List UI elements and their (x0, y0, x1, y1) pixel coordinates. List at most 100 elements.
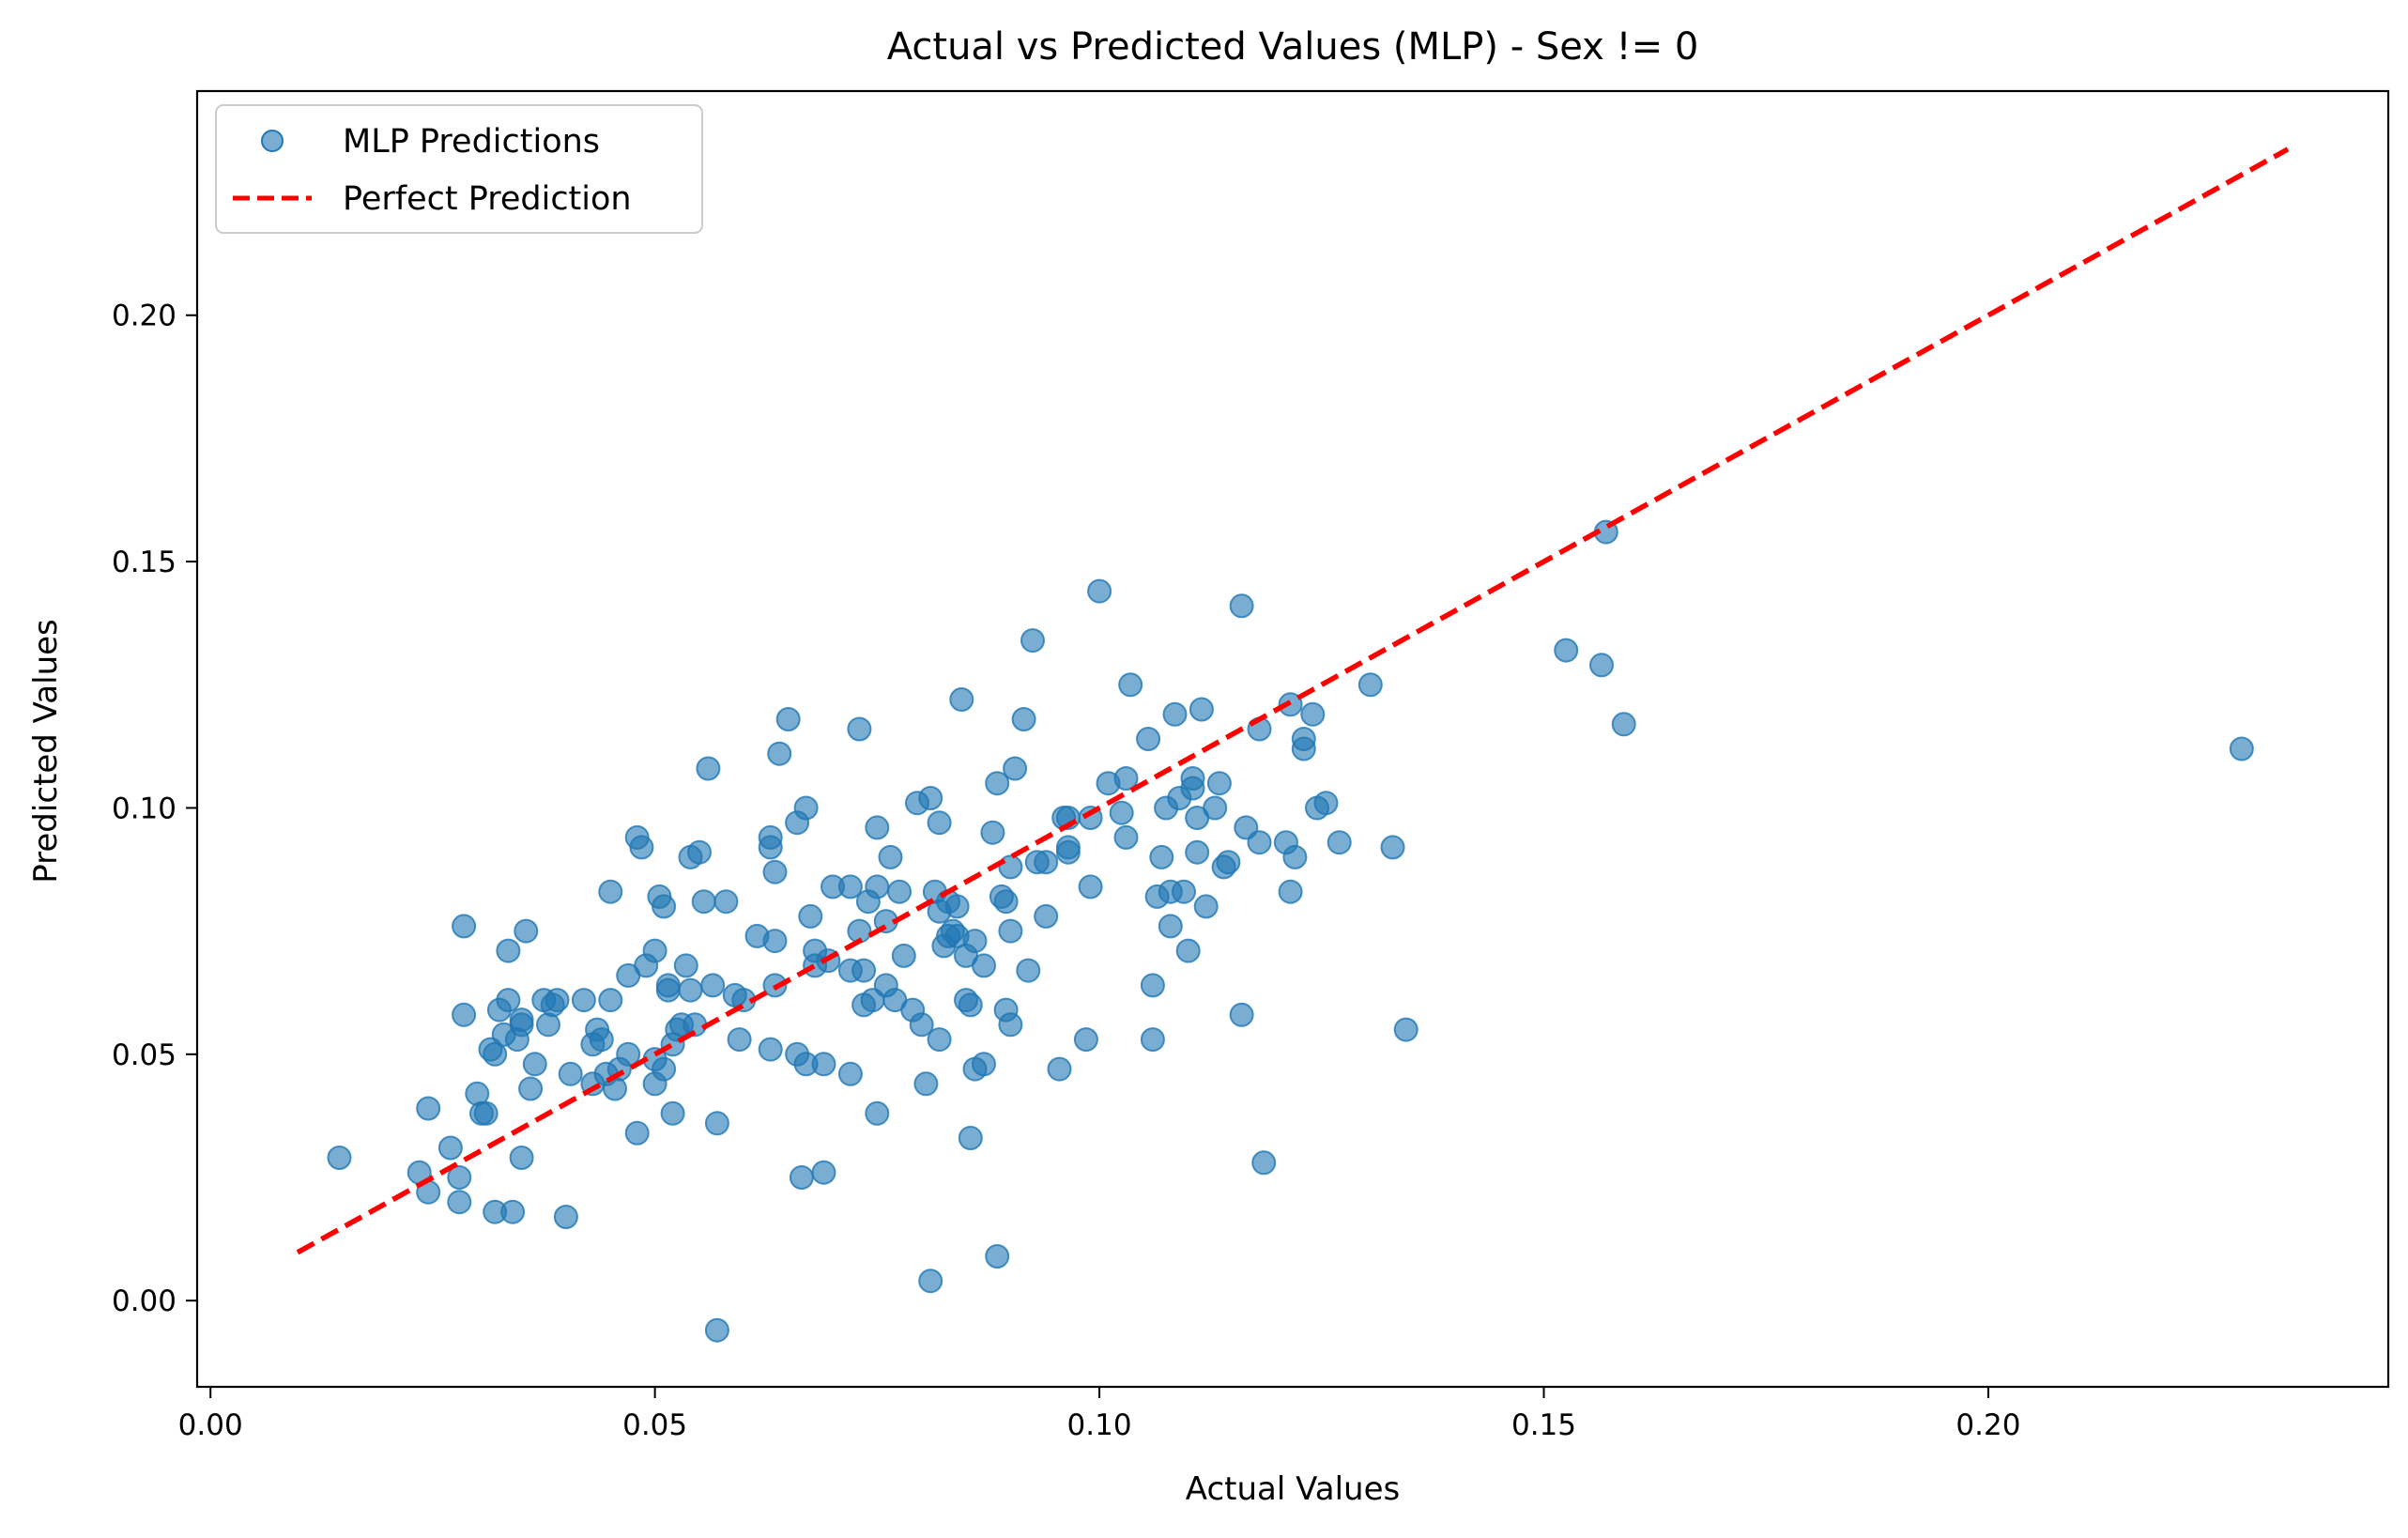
data-point (452, 1002, 477, 1027)
data-point (851, 958, 877, 983)
data-point (1216, 850, 1241, 875)
data-point (536, 1012, 560, 1038)
data-point (1016, 958, 1041, 983)
data-point (927, 1027, 952, 1053)
perfect-prediction-line (296, 146, 2290, 1255)
legend-marker-scatter (261, 130, 284, 152)
data-point (447, 1190, 472, 1215)
data-point (518, 1076, 544, 1101)
data-point (918, 786, 943, 810)
data-point (1189, 697, 1214, 722)
data-point (878, 844, 903, 869)
data-point (652, 1056, 677, 1082)
data-point (1291, 736, 1316, 761)
data-point (1180, 776, 1205, 801)
data-point (553, 1205, 578, 1229)
data-point (589, 1027, 614, 1053)
data-point (1251, 1150, 1277, 1176)
data-point (603, 1076, 627, 1101)
data-point (1055, 839, 1081, 865)
y-axis-label: Predicted Values (27, 619, 65, 884)
data-point (624, 1120, 650, 1146)
data-point (1203, 795, 1228, 821)
data-point (949, 687, 974, 712)
data-point (1140, 1027, 1165, 1053)
data-point (980, 820, 1005, 845)
data-point (985, 771, 1010, 796)
data-point (998, 1012, 1023, 1038)
y-tick-label: 0.10 (112, 792, 176, 825)
data-point (616, 1041, 641, 1067)
data-point (1034, 850, 1059, 875)
legend-label-perfect-prediction: Perfect Prediction (343, 180, 632, 218)
data-point (558, 1061, 583, 1086)
data-point (865, 815, 890, 840)
data-point (652, 894, 677, 919)
data-point (775, 707, 801, 731)
data-point (758, 824, 783, 850)
data-point (1109, 800, 1134, 825)
data-point (1034, 903, 1059, 929)
data-point (985, 1244, 1010, 1269)
data-point (891, 943, 916, 968)
data-point (598, 879, 623, 904)
data-point (1589, 653, 1614, 678)
data-point (811, 1052, 836, 1077)
data-point (1158, 914, 1183, 939)
x-tick-label: 0.20 (1956, 1408, 2020, 1442)
data-point (958, 1126, 983, 1150)
y-tick-label: 0.05 (112, 1038, 176, 1072)
data-point (1172, 879, 1196, 904)
x-tick-label: 0.10 (1067, 1408, 1132, 1442)
data-point (1393, 1017, 1419, 1042)
data-point (762, 859, 788, 884)
data-point (998, 918, 1023, 944)
data-point (1380, 835, 1405, 860)
data-point (713, 889, 739, 915)
data-point (1011, 707, 1036, 731)
data-point (1078, 874, 1103, 900)
data-point (1206, 771, 1232, 796)
data-point (416, 1096, 441, 1121)
data-point (1247, 830, 1272, 855)
data-point (1357, 672, 1383, 698)
data-point (1136, 727, 1161, 751)
data-point (1313, 791, 1339, 816)
data-point (327, 1146, 352, 1170)
data-point (1047, 1056, 1072, 1082)
data-point (887, 879, 912, 904)
data-point (642, 938, 667, 963)
x-tick-label: 0.00 (178, 1408, 243, 1442)
data-point (727, 1027, 752, 1053)
x-axis-ticks: 0.00 0.05 0.10 0.15 0.20 (178, 1387, 2020, 1442)
data-point (865, 1100, 890, 1126)
x-tick-label: 0.05 (622, 1408, 687, 1442)
data-point (1020, 628, 1045, 654)
data-point (447, 1165, 472, 1190)
y-tick-label: 0.20 (112, 300, 176, 333)
data-point (1175, 938, 1201, 963)
data-point (1278, 879, 1303, 904)
x-tick-label: 0.15 (1511, 1408, 1576, 1442)
data-point (1073, 1027, 1098, 1053)
data-point (678, 977, 703, 1003)
legend-box (215, 104, 703, 234)
data-point (544, 988, 570, 1013)
y-tick-label: 0.00 (112, 1284, 176, 1318)
data-point (1087, 578, 1112, 604)
data-point (483, 1041, 508, 1067)
data-point (972, 953, 996, 978)
data-point (629, 835, 654, 860)
data-point (837, 1061, 863, 1086)
data-point (514, 918, 539, 944)
data-point (1193, 894, 1219, 919)
scatter-points (327, 519, 2254, 1343)
chart-title: Actual vs Predicted Values (MLP) - Sex !… (887, 25, 1699, 69)
data-point (913, 1071, 939, 1097)
data-point (758, 1037, 783, 1062)
data-point (571, 988, 596, 1013)
data-point (1003, 756, 1028, 781)
data-point (993, 889, 1019, 915)
data-point (1229, 1002, 1254, 1027)
